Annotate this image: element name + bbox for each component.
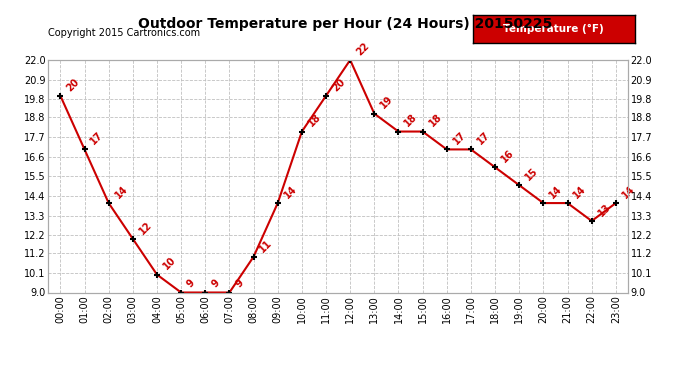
Text: 17: 17 — [451, 130, 468, 147]
Text: 12: 12 — [137, 219, 154, 236]
Text: 18: 18 — [403, 112, 420, 129]
Text: 14: 14 — [113, 184, 130, 200]
Text: 22: 22 — [355, 40, 371, 57]
Text: 20: 20 — [65, 76, 81, 93]
Text: 14: 14 — [548, 184, 564, 200]
Text: 15: 15 — [524, 166, 540, 182]
Text: Outdoor Temperature per Hour (24 Hours) 20150225: Outdoor Temperature per Hour (24 Hours) … — [138, 17, 552, 31]
Text: 19: 19 — [379, 94, 395, 111]
Text: 10: 10 — [161, 255, 178, 272]
Text: 16: 16 — [500, 148, 516, 165]
Text: Copyright 2015 Cartronics.com: Copyright 2015 Cartronics.com — [48, 28, 200, 38]
Text: 17: 17 — [475, 130, 492, 147]
Text: 9: 9 — [234, 278, 246, 290]
Text: 13: 13 — [596, 202, 613, 218]
Text: 18: 18 — [306, 112, 323, 129]
Text: 11: 11 — [258, 237, 275, 254]
Text: 20: 20 — [331, 76, 347, 93]
Text: 14: 14 — [282, 184, 299, 200]
Text: 14: 14 — [620, 184, 637, 200]
Text: 14: 14 — [572, 184, 589, 200]
Text: 9: 9 — [186, 278, 197, 290]
Text: 17: 17 — [89, 130, 106, 147]
Text: 18: 18 — [427, 112, 444, 129]
Text: Temperature (°F): Temperature (°F) — [503, 24, 604, 34]
Text: 9: 9 — [210, 278, 221, 290]
